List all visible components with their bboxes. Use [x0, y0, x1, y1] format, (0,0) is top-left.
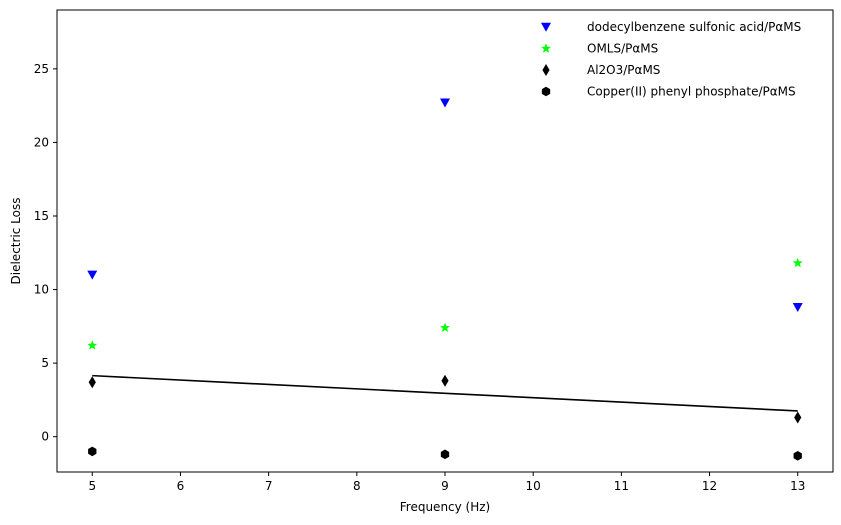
plot-frame — [56, 9, 834, 473]
data-point — [440, 98, 450, 108]
y-tick-label: 10 — [34, 283, 49, 297]
x-axis-ticks: 5 6 7 8 9 10 11 12 13 — [88, 472, 805, 493]
y-tick-label: 5 — [41, 356, 49, 370]
data-point — [792, 302, 803, 312]
legend: dodecylbenzene sulfonic acid/PαMS OMLS/Pα… — [541, 20, 801, 99]
data-point — [793, 451, 802, 461]
legend-label: OMLS/PαMS — [587, 42, 658, 56]
x-tick-label: 13 — [790, 479, 805, 493]
trend-line — [92, 374, 798, 412]
y-tick-label: 15 — [34, 209, 49, 223]
data-point — [440, 322, 450, 333]
data-point — [88, 446, 97, 457]
x-tick-label: 11 — [614, 479, 629, 493]
legend-label: Copper(II) phenyl phosphate/PαMS — [587, 85, 796, 99]
data-point — [440, 449, 450, 460]
x-tick-label: 12 — [702, 479, 717, 493]
legend-marker — [541, 43, 551, 53]
x-tick-label: 7 — [265, 479, 273, 493]
x-axis-label: Frequency (Hz) — [400, 500, 491, 514]
legend-marker — [542, 64, 550, 76]
data-point — [88, 376, 96, 389]
y-axis-ticks: 0 5 10 15 20 25 — [34, 62, 57, 444]
legend-marker — [541, 86, 551, 97]
data-point — [441, 374, 449, 387]
legend-label: Al2O3/PαMS — [587, 63, 660, 77]
y-tick-label: 20 — [34, 135, 49, 149]
trend-line-group — [92, 374, 798, 412]
legend-label: dodecylbenzene sulfonic acid/PαMS — [587, 20, 801, 34]
x-tick-label: 8 — [353, 479, 361, 493]
data-points — [87, 98, 803, 461]
plot-area — [57, 10, 833, 472]
data-point — [794, 411, 802, 424]
y-tick-label: 25 — [34, 62, 49, 76]
x-tick-label: 6 — [177, 479, 185, 493]
legend-marker — [541, 22, 551, 32]
y-tick-label: 0 — [41, 430, 49, 444]
data-point — [87, 270, 98, 280]
y-axis-label: Dielectric Loss — [9, 198, 23, 285]
data-point — [87, 340, 98, 350]
x-tick-label: 10 — [526, 479, 541, 493]
x-tick-label: 5 — [88, 479, 96, 493]
data-point — [792, 257, 803, 268]
x-tick-label: 9 — [441, 479, 449, 493]
